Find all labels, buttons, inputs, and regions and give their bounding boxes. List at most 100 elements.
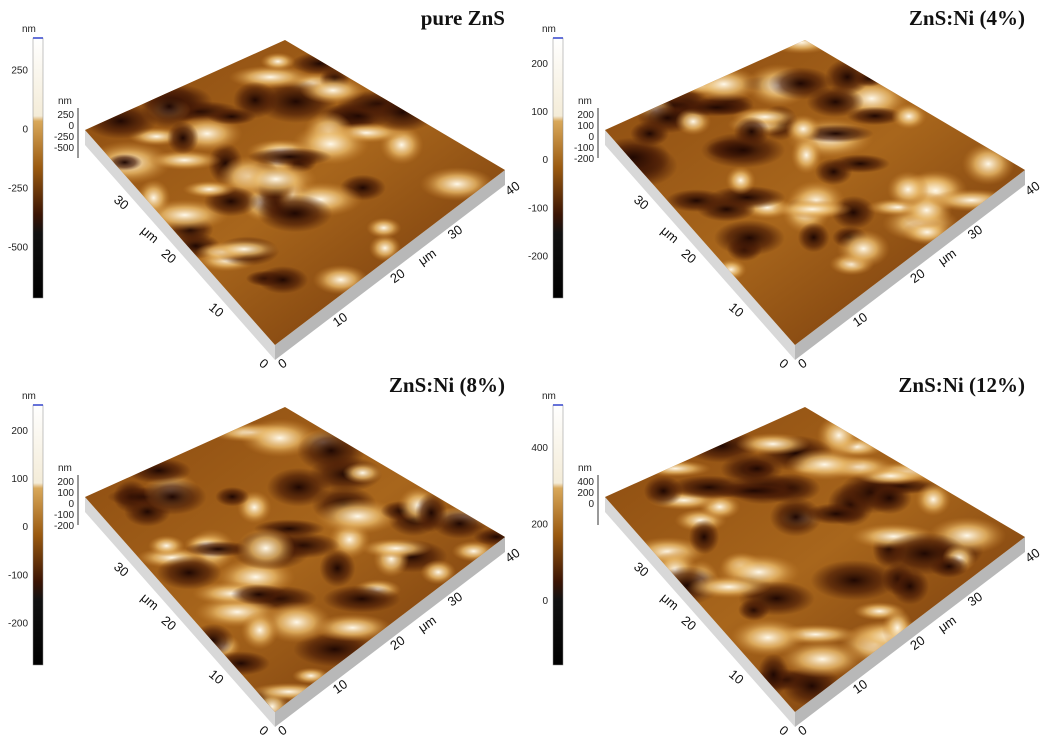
z-tick-label: 100: [577, 121, 594, 132]
surface-peak: [772, 200, 852, 219]
right-tick-label: 40: [1022, 545, 1041, 566]
z-tick-label: 0: [68, 121, 74, 132]
z-tick-label: 200: [57, 477, 74, 488]
left-tick-label: 30: [631, 559, 652, 580]
page: {"panels": [ {"title": "pure ZnS", "colo…: [0, 0, 1041, 735]
surface-peak: [837, 230, 890, 268]
z-tick-label: 250: [57, 110, 74, 121]
surface-peak: [726, 166, 756, 195]
surface-peak: [183, 181, 236, 198]
surface-pit: [768, 67, 832, 100]
z-tick-label: 100: [57, 488, 74, 499]
colorbar-unit: nm: [542, 391, 556, 402]
afm-panel: nm2001000-100-200ZnS:Ni (8%)nm2001000-10…: [8, 373, 523, 735]
z-tick-label: 200: [577, 110, 594, 121]
colorbar: [33, 405, 43, 665]
surface-peak: [237, 527, 295, 569]
colorbar: [33, 38, 43, 298]
colorbar-unit: nm: [22, 391, 36, 402]
left-tick-label: 20: [679, 246, 700, 267]
colorbar-tick-label: 0: [22, 125, 28, 136]
colorbar-tick-label: -200: [8, 618, 28, 629]
z-axis-unit: nm: [578, 463, 592, 474]
panel-title: ZnS:Ni (12%): [898, 373, 1025, 397]
z-tick-label: 0: [588, 499, 594, 510]
left-tick-label: 30: [111, 559, 132, 580]
z-axis-unit: nm: [58, 463, 72, 474]
colorbar-tick-label: -100: [8, 570, 28, 581]
colorbar-tick-label: -250: [8, 184, 28, 195]
z-tick-label: -250: [54, 132, 74, 143]
surface-pit: [233, 82, 277, 119]
left-tick-label: 10: [206, 299, 227, 320]
right-tick-label: 40: [1022, 178, 1041, 199]
surface-pit: [473, 528, 519, 546]
colorbar-tick-label: 0: [22, 522, 28, 533]
left-tick-label: 10: [726, 666, 747, 687]
surface-peak: [891, 103, 926, 129]
surface-pit: [231, 584, 288, 605]
surface-pit: [215, 487, 249, 506]
surface-peak: [687, 576, 771, 599]
surface-peak: [736, 433, 811, 455]
surface-peak: [768, 31, 835, 54]
left-tick-label: 20: [679, 613, 700, 634]
z-tick-label: 0: [588, 132, 594, 143]
figure: nm2500-250-500pure ZnSnm2500-250-5000102…: [0, 0, 1041, 735]
z-axis-unit: nm: [578, 96, 592, 107]
colorbar: [553, 405, 563, 665]
surface-pit: [126, 458, 191, 484]
colorbar-tick-label: 200: [11, 426, 28, 437]
left-tick-label: 10: [726, 299, 747, 320]
left-tick-label: 0: [256, 355, 271, 371]
surface-pit: [798, 222, 830, 252]
surface-pit: [297, 429, 365, 472]
left-tick-label: 0: [256, 722, 271, 735]
surface-pit: [319, 549, 355, 587]
surface-pit: [138, 479, 207, 515]
surface-pit: [670, 475, 748, 499]
surface-pit: [867, 482, 912, 515]
surface-pit: [689, 519, 719, 554]
right-tick-label: 40: [502, 178, 522, 199]
right-tick-label: 40: [502, 545, 522, 566]
surface-pit: [770, 497, 822, 536]
surface-pit: [369, 93, 437, 132]
surface-peak: [148, 535, 185, 556]
panel-title: pure ZnS: [421, 6, 505, 30]
z-tick-label: -100: [54, 510, 74, 521]
surface-peak: [241, 611, 279, 650]
z-tick-label: 400: [577, 477, 594, 488]
surface-pit: [415, 493, 447, 532]
surface-peak: [916, 483, 951, 517]
surface-peak: [366, 218, 401, 239]
colorbar-unit: nm: [22, 24, 36, 35]
surface-pit: [811, 560, 898, 601]
surface-pit: [258, 266, 309, 294]
panel-title: ZnS:Ni (4%): [909, 6, 1025, 30]
left-tick-label: 20: [159, 613, 180, 634]
surface-pit: [323, 585, 401, 613]
colorbar-tick-label: 100: [531, 107, 548, 118]
surface-pit: [248, 147, 332, 166]
colorbar-tick-label: -200: [528, 251, 548, 262]
left-tick-label: 20: [159, 246, 180, 267]
colorbar-tick-label: 200: [531, 59, 548, 70]
colorbar-tick-label: 0: [542, 596, 548, 607]
surface-peak: [360, 539, 431, 559]
afm-panel: nm4002000ZnS:Ni (12%)nm40020000102030μm0…: [531, 373, 1041, 735]
surface-peak: [260, 53, 295, 71]
colorbar-unit: nm: [542, 24, 556, 35]
right-tick-label: 0: [795, 722, 810, 735]
z-tick-label: -500: [54, 143, 74, 154]
z-tick-label: -200: [574, 154, 594, 165]
surface-peak: [639, 460, 711, 477]
z-tick-label: 0: [68, 499, 74, 510]
z-tick-label: -200: [54, 521, 74, 532]
surface-peak: [300, 77, 366, 104]
surface-pit: [666, 189, 727, 212]
surface-pit: [854, 70, 885, 87]
z-tick-label: -100: [574, 143, 594, 154]
colorbar-tick-label: -500: [8, 243, 28, 254]
surface-pit: [714, 220, 785, 256]
